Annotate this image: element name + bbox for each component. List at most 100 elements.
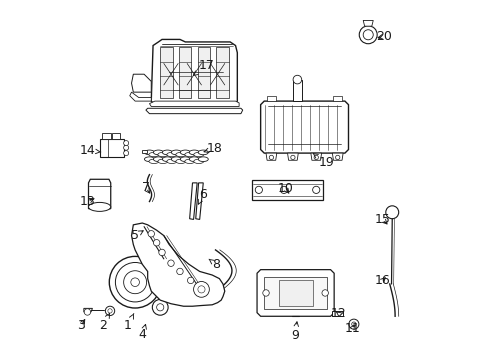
Polygon shape — [278, 280, 312, 306]
Polygon shape — [189, 183, 197, 220]
Circle shape — [348, 319, 358, 329]
Text: 20: 20 — [375, 30, 391, 43]
Polygon shape — [129, 92, 151, 101]
Circle shape — [84, 309, 90, 315]
Text: 19: 19 — [312, 153, 333, 169]
Polygon shape — [264, 277, 326, 309]
Text: 8: 8 — [208, 258, 220, 271]
Circle shape — [105, 306, 115, 316]
Ellipse shape — [162, 150, 172, 155]
Polygon shape — [112, 134, 120, 139]
Ellipse shape — [176, 159, 185, 163]
Polygon shape — [257, 270, 333, 316]
Text: 9: 9 — [290, 322, 298, 342]
Ellipse shape — [171, 157, 181, 162]
Circle shape — [262, 290, 269, 296]
Circle shape — [176, 268, 183, 275]
Polygon shape — [265, 153, 276, 160]
Ellipse shape — [184, 152, 194, 157]
Text: 17: 17 — [193, 59, 214, 75]
Polygon shape — [287, 153, 298, 160]
Text: 3: 3 — [77, 319, 85, 332]
Polygon shape — [160, 47, 172, 98]
Polygon shape — [310, 153, 321, 160]
Circle shape — [198, 286, 204, 293]
Text: 11: 11 — [344, 322, 359, 335]
Circle shape — [269, 155, 273, 159]
Circle shape — [193, 282, 209, 297]
Text: 16: 16 — [374, 274, 389, 287]
Circle shape — [131, 278, 139, 287]
Polygon shape — [260, 101, 348, 153]
Circle shape — [156, 304, 163, 311]
Polygon shape — [197, 47, 210, 98]
Circle shape — [290, 155, 294, 159]
Ellipse shape — [198, 150, 208, 155]
Text: 1: 1 — [124, 314, 134, 332]
Polygon shape — [83, 309, 92, 312]
Text: 2: 2 — [99, 313, 109, 332]
Polygon shape — [363, 21, 372, 26]
Circle shape — [123, 150, 128, 156]
Circle shape — [152, 300, 168, 315]
Ellipse shape — [180, 157, 190, 162]
Polygon shape — [292, 80, 301, 101]
Ellipse shape — [158, 159, 167, 163]
Ellipse shape — [193, 152, 203, 157]
Circle shape — [115, 262, 155, 302]
Circle shape — [123, 140, 128, 145]
Polygon shape — [131, 223, 224, 306]
Circle shape — [335, 155, 339, 159]
Circle shape — [359, 26, 376, 44]
Text: 14: 14 — [80, 144, 101, 157]
Text: 13: 13 — [80, 195, 95, 208]
Ellipse shape — [144, 157, 154, 162]
Circle shape — [137, 227, 147, 237]
Polygon shape — [151, 40, 237, 105]
Polygon shape — [142, 150, 147, 153]
Ellipse shape — [158, 152, 167, 157]
Circle shape — [108, 309, 112, 313]
Circle shape — [123, 145, 128, 150]
Circle shape — [123, 271, 146, 294]
Text: 12: 12 — [330, 307, 346, 320]
Circle shape — [255, 186, 262, 193]
Ellipse shape — [88, 202, 110, 211]
Polygon shape — [195, 183, 203, 220]
Text: 6: 6 — [198, 188, 207, 204]
Circle shape — [363, 30, 372, 40]
Circle shape — [351, 322, 355, 326]
Circle shape — [292, 75, 301, 84]
Ellipse shape — [193, 159, 203, 163]
Text: 5: 5 — [131, 229, 143, 242]
Text: 10: 10 — [277, 183, 293, 195]
Circle shape — [385, 206, 398, 219]
Circle shape — [167, 260, 174, 266]
Ellipse shape — [171, 150, 181, 155]
Circle shape — [187, 277, 194, 284]
Ellipse shape — [144, 150, 154, 155]
Circle shape — [313, 155, 318, 159]
Ellipse shape — [162, 157, 172, 162]
Polygon shape — [179, 47, 191, 98]
Polygon shape — [149, 101, 239, 107]
Text: 18: 18 — [203, 142, 223, 155]
Ellipse shape — [198, 157, 208, 162]
Circle shape — [312, 186, 319, 193]
Circle shape — [280, 186, 287, 193]
Polygon shape — [333, 96, 341, 101]
Ellipse shape — [189, 157, 199, 162]
Circle shape — [148, 230, 154, 237]
Ellipse shape — [149, 152, 159, 157]
Polygon shape — [266, 96, 275, 101]
Circle shape — [140, 230, 144, 234]
Ellipse shape — [153, 150, 163, 155]
Polygon shape — [100, 139, 123, 157]
Circle shape — [153, 239, 160, 246]
Polygon shape — [216, 47, 228, 98]
Circle shape — [109, 256, 161, 308]
Text: 4: 4 — [138, 324, 146, 341]
Ellipse shape — [180, 150, 190, 155]
Text: 15: 15 — [374, 213, 390, 226]
Polygon shape — [102, 134, 111, 139]
